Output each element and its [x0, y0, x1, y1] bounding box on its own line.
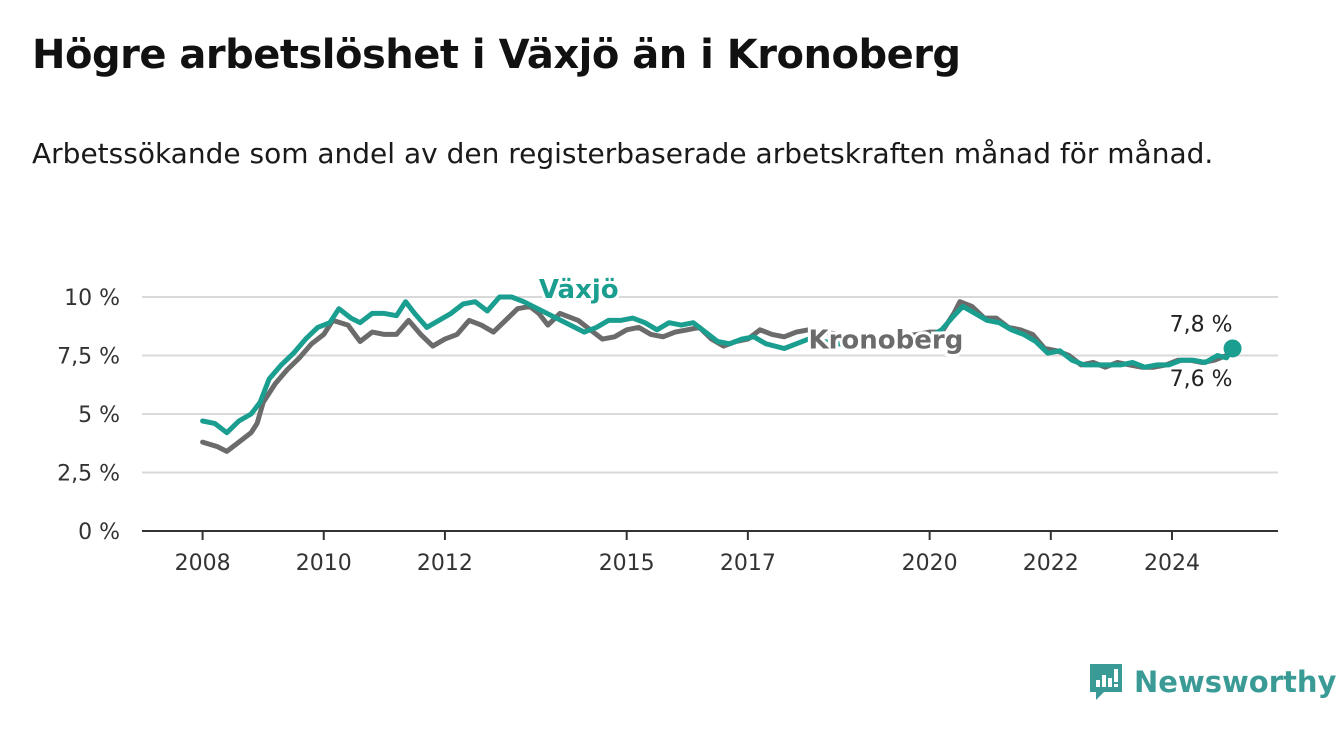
- y-tick-label: 7,5 %: [57, 345, 120, 370]
- y-axis-tick-labels: 0 % 2,5 % 5 % 7,5 % 10 %: [57, 286, 120, 545]
- series-name-label: Växjö: [539, 275, 619, 305]
- x-tick-label: 2017: [720, 551, 776, 576]
- y-tick-label: 2,5 %: [57, 462, 120, 487]
- y-tick-label: 0 %: [78, 520, 120, 545]
- chart-subtitle: Arbetssökande som andel av den registerb…: [32, 137, 1214, 170]
- end-point-marker: [1223, 339, 1242, 358]
- series-labels: 7,6 % 7,8 % Växjö Kronoberg: [536, 272, 1233, 392]
- series-line-vaxjo: [200, 294, 1236, 436]
- gridlines: [142, 296, 1278, 474]
- x-tick-label: 2010: [296, 551, 352, 576]
- x-axis: 2008 2010 2012 2015 2017 2020 2022 2024: [142, 530, 1278, 576]
- end-value-label: 7,8 %: [1170, 312, 1233, 337]
- newsworthy-logo-icon: [1090, 664, 1122, 700]
- x-tick-label: 2022: [1023, 551, 1079, 576]
- end-value-label: 7,6 %: [1170, 367, 1233, 392]
- x-tick-label: 2015: [599, 551, 655, 576]
- y-tick-label: 5 %: [78, 403, 120, 428]
- series-name-label: Kronoberg: [808, 325, 963, 355]
- chart-title: Högre arbetslöshet i Växjö än i Kronober…: [32, 32, 961, 78]
- series-line-kronoberg: [200, 299, 1236, 454]
- y-tick-label: 10 %: [64, 286, 120, 311]
- brand-logo: Newsworthy: [1088, 660, 1336, 704]
- x-tick-label: 2020: [902, 551, 958, 576]
- series-lines: [200, 294, 1242, 454]
- x-tick-label: 2012: [417, 551, 473, 576]
- x-tick-label: 2008: [175, 551, 231, 576]
- brand-name: Newsworthy: [1134, 665, 1337, 699]
- x-tick-label: 2024: [1144, 551, 1200, 576]
